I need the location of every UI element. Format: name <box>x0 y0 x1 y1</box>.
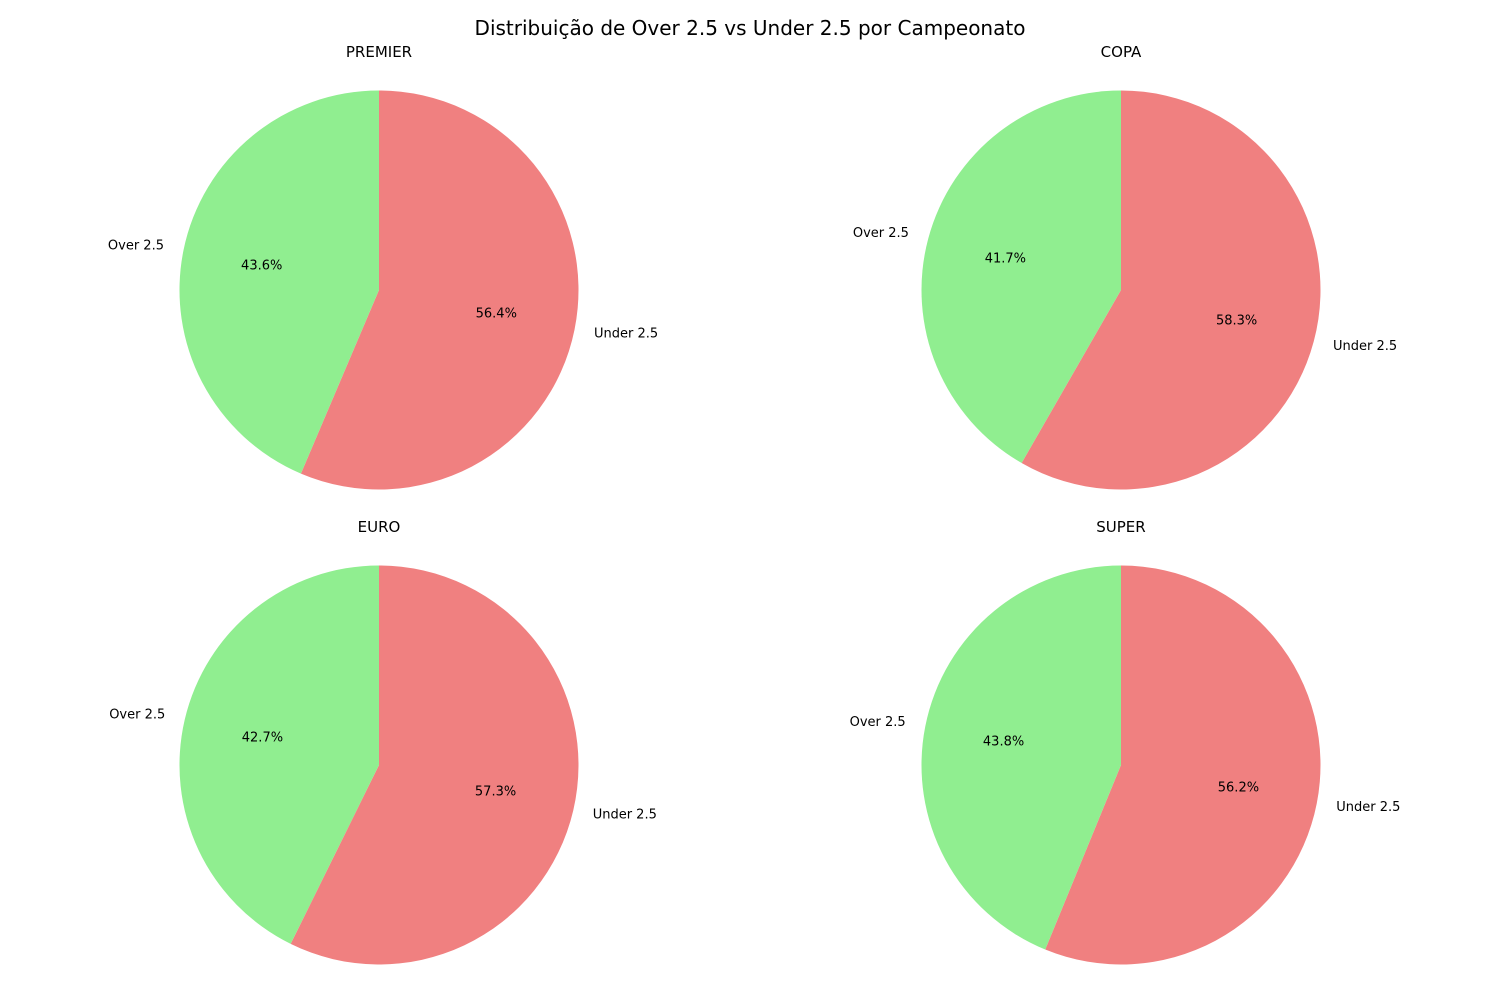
slice-label: Over 2.5 <box>850 715 906 730</box>
pie-slice-under-2-5 <box>1045 565 1321 965</box>
pie-slice-over-2-5 <box>921 565 1121 950</box>
pie-title: COPA <box>1101 43 1142 61</box>
pie-slice-under-2-5 <box>1021 90 1321 490</box>
slice-label: Under 2.5 <box>1333 339 1397 354</box>
figure-title: Distribuição de Over 2.5 vs Under 2.5 po… <box>475 16 1026 40</box>
pie-title: SUPER <box>1096 518 1145 536</box>
pie-slice-under-2-5 <box>290 565 579 965</box>
pie-title: PREMIER <box>346 43 412 61</box>
percent-label: 56.2% <box>1218 781 1259 796</box>
percent-label: 43.6% <box>241 259 282 274</box>
percent-label: 41.7% <box>985 252 1026 267</box>
percent-label: 43.8% <box>983 734 1024 749</box>
pie-title: EURO <box>358 518 401 536</box>
pie-slice-over-2-5 <box>179 90 379 474</box>
slice-label: Under 2.5 <box>594 326 658 341</box>
pie-panels: PREMIER 56.4% Under 2.5 43.6% Over 2.5 COPA 58… <box>108 43 1400 965</box>
percent-label: 57.3% <box>475 785 516 800</box>
slice-label: Under 2.5 <box>593 807 657 822</box>
pie-slice-over-2-5 <box>921 90 1121 463</box>
pie-panel-copa: COPA 58.3% Under 2.5 41.7% Over 2.5 <box>853 43 1397 490</box>
percent-label: 58.3% <box>1216 313 1257 328</box>
slice-label: Over 2.5 <box>108 239 164 254</box>
percent-label: 56.4% <box>476 306 517 321</box>
pie-panel-premier: PREMIER 56.4% Under 2.5 43.6% Over 2.5 <box>108 43 658 490</box>
pie-panel-super: SUPER 56.2% Under 2.5 43.8% Over 2.5 <box>850 518 1400 965</box>
slice-label: Over 2.5 <box>853 226 909 241</box>
slice-label: Under 2.5 <box>1336 800 1400 815</box>
pie-slice-under-2-5 <box>300 90 579 490</box>
pie-panel-euro: EURO 57.3% Under 2.5 42.7% Over 2.5 <box>109 518 657 965</box>
slice-label: Over 2.5 <box>109 708 165 723</box>
percent-label: 42.7% <box>242 730 283 745</box>
pie-slice-over-2-5 <box>179 565 379 944</box>
